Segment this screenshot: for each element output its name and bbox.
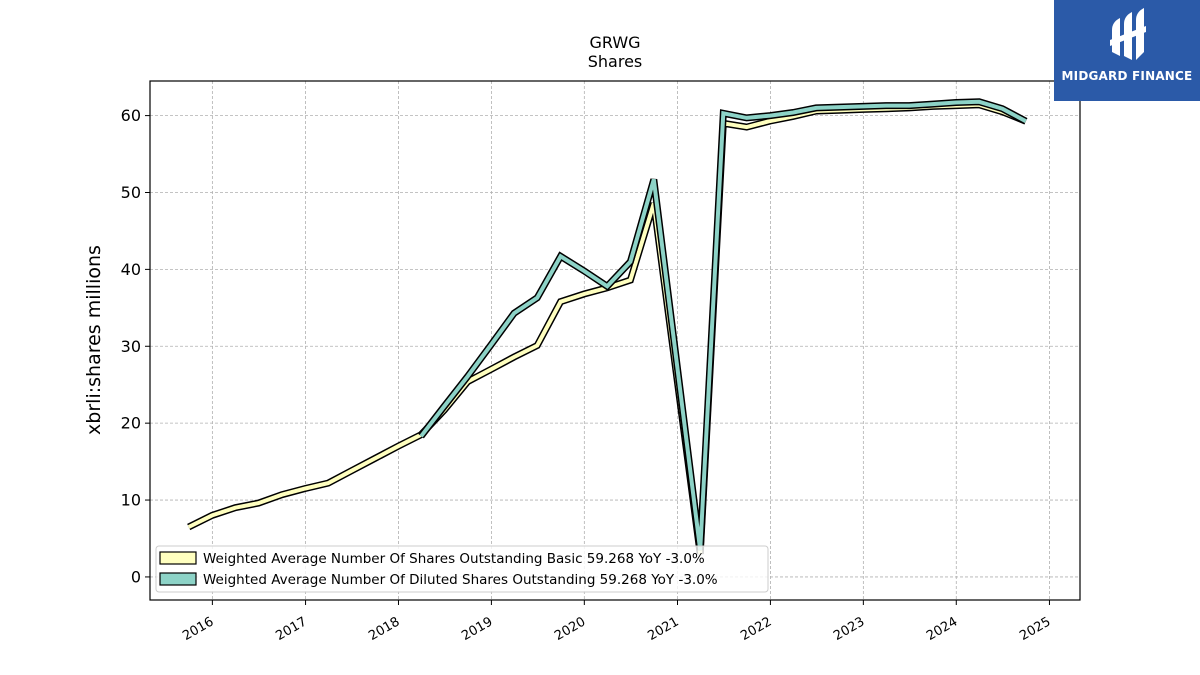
x-tick-label: 2021 bbox=[645, 614, 681, 644]
y-tick-label: 0 bbox=[131, 567, 141, 586]
series-basic bbox=[187, 101, 1028, 555]
legend-swatch-basic bbox=[159, 551, 197, 565]
chart-subtitle: Shares bbox=[588, 52, 643, 71]
grid-lines bbox=[150, 81, 1080, 600]
legend-swatch-diluted bbox=[159, 572, 197, 586]
series-diluted-line bbox=[419, 99, 1027, 551]
y-tick-label: 60 bbox=[121, 106, 141, 125]
chart-title: GRWG bbox=[589, 33, 640, 52]
series-diluted bbox=[418, 98, 1028, 551]
x-tick-label: 2020 bbox=[552, 614, 588, 644]
y-tick-label: 50 bbox=[121, 183, 141, 202]
legend-label-diluted: Weighted Average Number Of Diluted Share… bbox=[203, 572, 718, 588]
x-tick-label: 2016 bbox=[180, 614, 216, 644]
x-tick-label: 2025 bbox=[1017, 614, 1053, 644]
y-tick-label: 30 bbox=[121, 337, 141, 356]
y-axis-label: xbrli:shares millions bbox=[83, 245, 105, 435]
x-tick-label: 2017 bbox=[273, 614, 309, 644]
series-basic-line bbox=[187, 102, 1027, 555]
y-axis: 0 10 20 30 40 50 60 bbox=[121, 106, 150, 586]
y-tick-label: 20 bbox=[121, 414, 141, 433]
plot-frame bbox=[149, 80, 1081, 601]
series-diluted-outline bbox=[418, 98, 1028, 551]
x-tick-label: 2023 bbox=[831, 614, 867, 644]
y-tick-label: 10 bbox=[121, 491, 141, 510]
legend-box bbox=[155, 545, 769, 593]
x-axis: 2016 2017 2018 2019 2020 2021 2022 2023 2024 2025 bbox=[180, 600, 1053, 644]
x-tick-label: 2024 bbox=[924, 614, 960, 644]
legend-label-basic: Weighted Average Number Of Shares Outsta… bbox=[203, 551, 705, 567]
legend: Weighted Average Number Of Shares Outsta… bbox=[155, 545, 769, 593]
y-tick-label: 40 bbox=[121, 260, 141, 279]
series-layer bbox=[187, 98, 1028, 555]
midgard-finance-logo: MIDGARD FINANCE bbox=[1054, 0, 1200, 101]
logo-mark-icon bbox=[1110, 8, 1146, 60]
logo-text: MIDGARD FINANCE bbox=[1061, 69, 1193, 83]
x-tick-label: 2022 bbox=[738, 614, 774, 644]
x-tick-label: 2019 bbox=[459, 614, 495, 644]
x-tick-label: 2018 bbox=[366, 614, 402, 644]
